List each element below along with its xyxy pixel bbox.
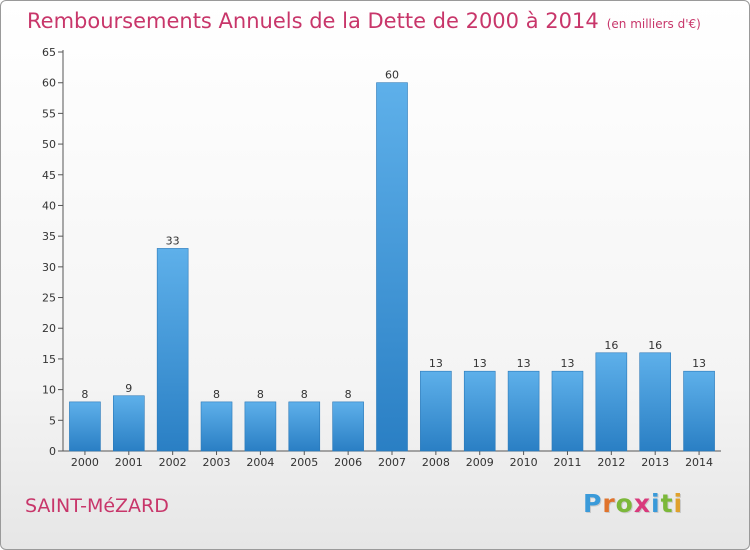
- bar: [156, 248, 189, 452]
- bar: [639, 352, 672, 452]
- logo-letter: i: [651, 489, 661, 518]
- y-tick-label: 35: [42, 230, 56, 243]
- x-tick-label: 2001: [115, 456, 143, 469]
- x-tick-label: 2014: [685, 456, 713, 469]
- y-tick-label: 25: [42, 292, 56, 305]
- y-tick-label: 40: [42, 199, 56, 212]
- bar: [113, 395, 145, 452]
- y-tick-label: 55: [42, 107, 56, 120]
- y-tick-label: 20: [42, 322, 56, 335]
- logo-letter: i: [673, 489, 684, 518]
- x-tick-label: 2000: [71, 456, 99, 469]
- place-name: SAINT-MéZARD: [25, 495, 169, 517]
- x-tick-label: 2008: [422, 456, 450, 469]
- y-tick-label: 15: [42, 353, 56, 366]
- logo-letter: o: [615, 489, 634, 518]
- bar: [376, 82, 408, 452]
- bar-value-label: 8: [257, 388, 264, 401]
- x-tick-label: 2004: [246, 456, 274, 469]
- bar: [332, 401, 364, 452]
- x-tick-label: 2005: [290, 456, 318, 469]
- logo-letter: r: [602, 489, 616, 518]
- logo-letter: P: [583, 489, 603, 518]
- y-tick-label: 60: [42, 77, 56, 90]
- bar: [463, 370, 496, 452]
- y-tick-label: 50: [42, 138, 56, 151]
- bar-value-label: 8: [213, 388, 220, 401]
- bar-value-label: 33: [166, 234, 180, 247]
- bar: [288, 401, 321, 452]
- bar-value-label: 16: [604, 339, 618, 352]
- bar: [200, 401, 233, 452]
- chart-subtitle: (en milliers d'€): [606, 17, 701, 31]
- logo-letter: t: [660, 489, 674, 518]
- bar: [683, 370, 715, 452]
- bar: [507, 370, 540, 452]
- title-text: Remboursements Annuels de la Dette de 20…: [27, 9, 599, 33]
- bar: [69, 401, 101, 452]
- bar: [244, 401, 277, 452]
- x-tick-label: 2003: [203, 456, 231, 469]
- x-tick-label: 2013: [641, 456, 669, 469]
- bar-value-label: 9: [125, 382, 132, 395]
- x-tick-label: 2006: [334, 456, 362, 469]
- y-tick-label: 5: [49, 414, 56, 427]
- bar-value-label: 8: [301, 388, 308, 401]
- logo-letter: x: [633, 489, 651, 518]
- bar-value-label: 16: [648, 339, 662, 352]
- y-tick-label: 45: [42, 169, 56, 182]
- x-tick-label: 2009: [466, 456, 494, 469]
- chart-title: Remboursements Annuels de la Dette de 20…: [27, 9, 701, 33]
- bar-value-label: 8: [81, 388, 88, 401]
- bar: [551, 370, 584, 452]
- proxiti-logo: Proxiti: [583, 489, 683, 518]
- y-tick-label: 10: [42, 384, 56, 397]
- y-tick-label: 0: [49, 445, 56, 458]
- bar-value-label: 13: [517, 357, 531, 370]
- x-tick-label: 2012: [597, 456, 625, 469]
- bar-value-label: 60: [385, 69, 399, 82]
- bar: [420, 370, 452, 452]
- bar-value-label: 13: [692, 357, 706, 370]
- x-tick-label: 2011: [553, 456, 581, 469]
- x-tick-label: 2007: [378, 456, 406, 469]
- bar-value-label: 13: [473, 357, 487, 370]
- x-tick-label: 2002: [159, 456, 187, 469]
- bar-value-label: 13: [429, 357, 443, 370]
- bar-value-label: 8: [345, 388, 352, 401]
- bar: [595, 352, 628, 452]
- y-tick-label: 30: [42, 261, 56, 274]
- bar-value-label: 13: [560, 357, 574, 370]
- y-tick-label: 65: [42, 46, 56, 59]
- x-tick-label: 2010: [510, 456, 538, 469]
